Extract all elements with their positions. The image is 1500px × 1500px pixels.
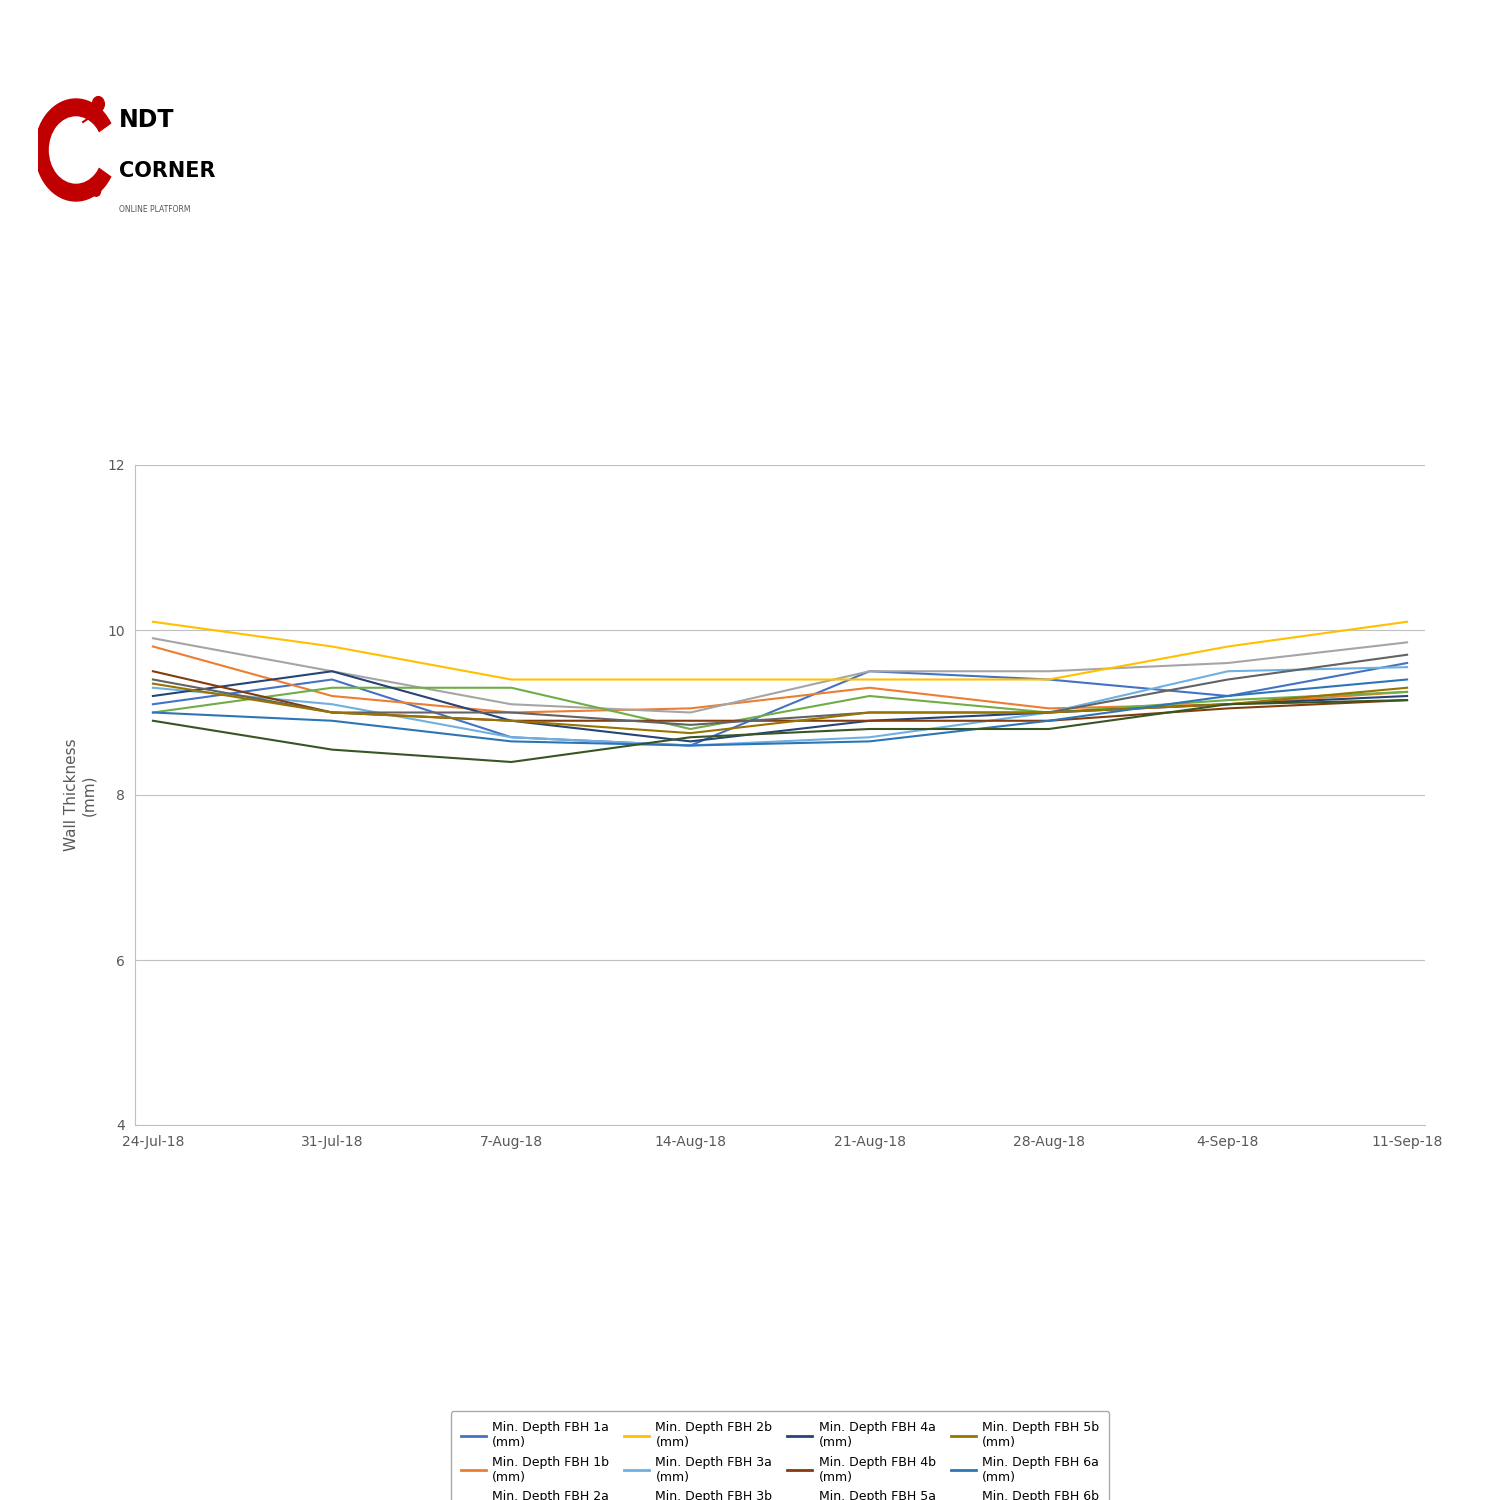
Circle shape: [92, 186, 100, 196]
Circle shape: [50, 117, 102, 183]
Legend: Min. Depth FBH 1a
(mm), Min. Depth FBH 1b
(mm), Min. Depth FBH 2a
(mm), Min. Dep: Min. Depth FBH 1a (mm), Min. Depth FBH 1…: [452, 1412, 1108, 1500]
Text: NDT: NDT: [118, 108, 174, 132]
Text: ONLINE PLATFORM: ONLINE PLATFORM: [118, 206, 190, 214]
Text: CORNER: CORNER: [118, 160, 216, 182]
Y-axis label: Wall Thickness
(mm): Wall Thickness (mm): [64, 738, 96, 852]
Circle shape: [34, 99, 117, 201]
Circle shape: [93, 96, 105, 111]
Wedge shape: [76, 123, 118, 177]
